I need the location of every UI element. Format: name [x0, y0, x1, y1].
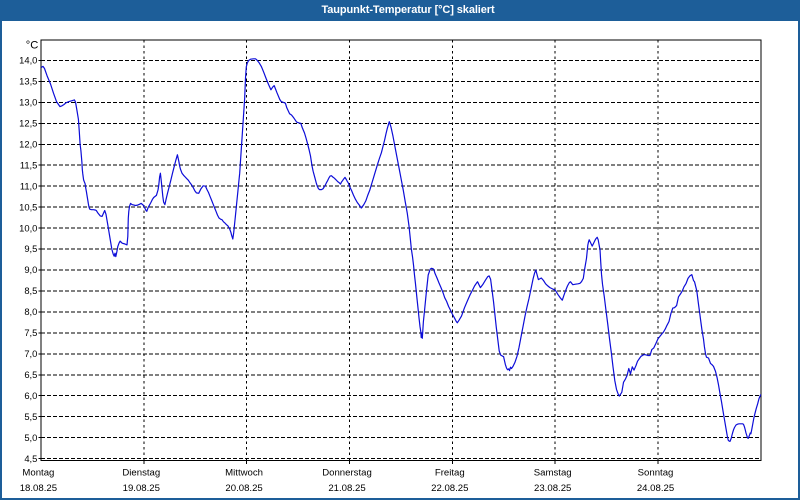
svg-text:7,5: 7,5 — [24, 327, 37, 338]
svg-text:Taupunkt-Temperatur [°C] skali: Taupunkt-Temperatur [°C] skaliert — [321, 4, 494, 16]
svg-text:Sonntag: Sonntag — [638, 468, 674, 479]
svg-text:11,0: 11,0 — [20, 180, 38, 191]
svg-text:5,0: 5,0 — [24, 432, 37, 443]
svg-text:5,5: 5,5 — [24, 411, 37, 422]
svg-text:9,0: 9,0 — [24, 264, 37, 275]
svg-text:23.08.25: 23.08.25 — [534, 483, 571, 494]
svg-text:10,0: 10,0 — [19, 222, 37, 233]
svg-text:21.08.25: 21.08.25 — [328, 483, 365, 494]
svg-text:°C: °C — [26, 39, 39, 51]
svg-text:9,5: 9,5 — [24, 243, 37, 254]
svg-text:8,0: 8,0 — [24, 306, 37, 317]
svg-text:19.08.25: 19.08.25 — [123, 483, 160, 494]
svg-text:8,5: 8,5 — [24, 285, 37, 296]
svg-text:12,5: 12,5 — [19, 118, 37, 129]
svg-text:7,0: 7,0 — [24, 348, 37, 359]
svg-text:12,0: 12,0 — [19, 139, 37, 150]
svg-text:18.08.25: 18.08.25 — [20, 483, 57, 494]
svg-text:Mittwoch: Mittwoch — [225, 468, 263, 479]
svg-text:Dienstag: Dienstag — [122, 468, 160, 479]
svg-text:4,5: 4,5 — [24, 453, 37, 464]
svg-text:13,5: 13,5 — [19, 76, 37, 87]
svg-text:Samstag: Samstag — [534, 468, 572, 479]
svg-text:Donnerstag: Donnerstag — [322, 468, 372, 479]
svg-text:6,5: 6,5 — [24, 369, 37, 380]
svg-text:11,5: 11,5 — [20, 159, 38, 170]
svg-text:Freitag: Freitag — [435, 468, 465, 479]
svg-text:10,5: 10,5 — [19, 201, 37, 212]
svg-text:6,0: 6,0 — [24, 390, 37, 401]
svg-text:22.08.25: 22.08.25 — [431, 483, 468, 494]
svg-text:24.08.25: 24.08.25 — [637, 483, 674, 494]
svg-text:13,0: 13,0 — [19, 97, 37, 108]
svg-text:20.08.25: 20.08.25 — [225, 483, 262, 494]
svg-text:Montag: Montag — [22, 468, 54, 479]
svg-text:14,0: 14,0 — [19, 55, 37, 66]
